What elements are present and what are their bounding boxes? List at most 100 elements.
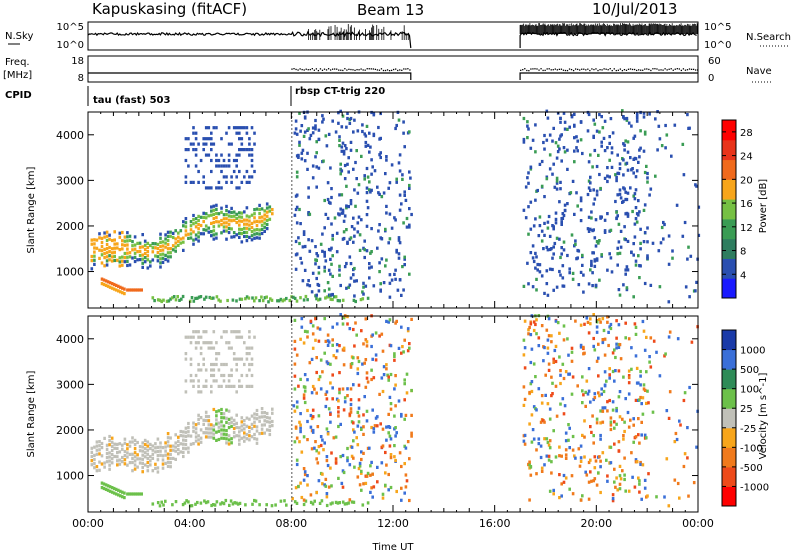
cell — [253, 432, 256, 437]
cell — [591, 284, 594, 288]
cell — [370, 188, 373, 192]
cell — [194, 137, 198, 141]
cell — [225, 164, 228, 168]
cell — [341, 208, 345, 212]
colorbar-tick: 25 — [740, 404, 753, 415]
cell — [626, 168, 630, 172]
cell — [381, 349, 385, 353]
cell — [536, 262, 539, 267]
cell — [346, 322, 349, 326]
cell — [403, 417, 406, 421]
cell — [641, 412, 645, 416]
cell — [203, 297, 206, 301]
cell — [243, 439, 246, 443]
cell — [610, 146, 614, 150]
cell — [219, 502, 222, 506]
cell — [643, 281, 647, 286]
cell — [370, 425, 373, 430]
cell — [90, 242, 94, 246]
cell — [368, 266, 371, 270]
cell — [346, 394, 349, 398]
cell — [179, 237, 183, 241]
cell — [232, 158, 236, 163]
cell — [202, 219, 205, 224]
cell — [395, 489, 398, 494]
cell — [535, 332, 538, 336]
cell — [616, 153, 619, 157]
cell — [116, 451, 119, 455]
cell — [245, 214, 249, 218]
cell — [146, 448, 150, 452]
cell — [182, 442, 185, 446]
cell — [317, 289, 321, 293]
cell — [362, 281, 365, 285]
cell — [611, 131, 615, 135]
cell — [346, 111, 349, 115]
cell — [595, 330, 599, 334]
cell — [548, 153, 552, 157]
cell — [315, 356, 318, 360]
cell — [184, 175, 188, 179]
cell — [327, 287, 331, 291]
cell — [353, 227, 356, 231]
cell — [311, 415, 315, 419]
cell — [364, 134, 368, 138]
cell — [93, 466, 96, 470]
cell — [360, 427, 363, 431]
cell — [238, 153, 241, 157]
cell — [595, 320, 599, 324]
cell — [243, 222, 246, 226]
cell — [593, 396, 597, 400]
cell — [589, 153, 592, 157]
cell — [171, 448, 175, 452]
cell — [217, 164, 221, 168]
cell — [618, 251, 622, 255]
cell — [174, 298, 178, 302]
cell — [187, 232, 190, 236]
cell — [230, 346, 233, 350]
cell — [548, 417, 552, 421]
cell — [141, 449, 144, 453]
cell — [161, 240, 165, 244]
cell — [243, 427, 246, 431]
cell — [302, 393, 306, 397]
cell — [405, 391, 409, 395]
cell — [531, 256, 535, 260]
cell — [619, 229, 623, 233]
velocity-x-ticks: 00:00 04:00 08:00 12:00 16:00 20:00 00:00 — [72, 316, 714, 530]
cell — [697, 233, 701, 237]
cell — [315, 151, 318, 155]
cell — [156, 470, 160, 474]
cell — [598, 113, 601, 117]
colorbar-swatch — [722, 179, 736, 200]
cell — [220, 137, 223, 141]
cell — [632, 171, 635, 175]
cell — [625, 286, 629, 290]
cell — [149, 260, 152, 264]
cell — [587, 367, 591, 371]
cell — [568, 125, 571, 129]
cell — [204, 212, 208, 216]
cell — [138, 241, 142, 245]
cell — [217, 429, 221, 433]
cell — [400, 414, 403, 418]
cell — [617, 395, 621, 399]
cell — [244, 503, 247, 507]
cell — [409, 176, 412, 180]
cell — [575, 135, 578, 139]
cell — [159, 249, 162, 253]
cell — [323, 265, 326, 269]
cell — [326, 281, 330, 285]
cell — [106, 284, 110, 288]
cell — [594, 459, 598, 463]
cell — [100, 236, 104, 240]
cell — [400, 325, 403, 329]
cell — [227, 379, 231, 383]
cell — [393, 387, 396, 391]
cell — [380, 257, 384, 261]
cell — [100, 249, 104, 253]
cell — [379, 151, 382, 155]
cell — [356, 443, 360, 447]
cell — [248, 368, 251, 372]
